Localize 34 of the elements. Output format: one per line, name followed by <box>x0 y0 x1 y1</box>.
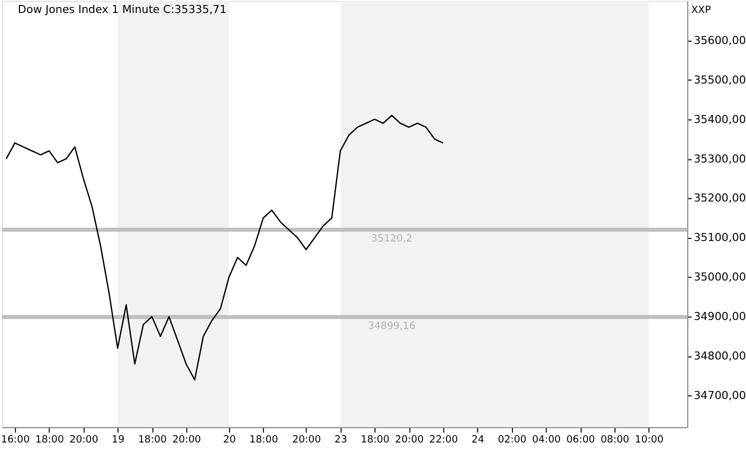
x-tick-label: 22:00 <box>429 434 458 446</box>
y-axis-title: XXP <box>691 4 711 16</box>
x-tick-label: 18:00 <box>360 434 390 446</box>
y-tick-label: 35000,00 <box>694 270 746 284</box>
line-series <box>6 114 444 380</box>
y-tick-label: 34900,00 <box>694 310 746 324</box>
x-tick-label: 19 <box>112 434 124 446</box>
y-tick-label: 35100,00 <box>694 231 746 244</box>
y-tick-label: 35500,00 <box>694 73 746 86</box>
x-tick-label: 08:00 <box>600 434 630 446</box>
x-tick-label: 18:00 <box>249 434 278 446</box>
x-tick-label: 20 <box>223 434 236 446</box>
ref-line-label: 35120,2 <box>371 234 412 245</box>
x-tick-label: 02:00 <box>498 434 526 446</box>
y-tick-label: 34800,00 <box>694 350 746 363</box>
y-tick-label: 35400,00 <box>694 112 746 126</box>
chart-title: Dow Jones Index 1 Minute C:35335,71 <box>18 2 227 16</box>
x-tick-label: 23 <box>334 434 348 446</box>
x-tick-label: 20:00 <box>292 434 321 446</box>
x-tick-label: 06:00 <box>566 434 595 446</box>
x-tick-label: 16:00 <box>1 434 30 446</box>
y-tick-label: 35200,00 <box>694 192 746 205</box>
ref-line-label: 34899,16 <box>368 320 416 332</box>
x-tick-label: 10:00 <box>634 434 664 446</box>
x-tick-label: 18:00 <box>138 434 167 446</box>
x-tick-label: 24 <box>472 434 484 446</box>
y-tick-label: 35300,00 <box>694 152 746 166</box>
x-tick-label: 20:00 <box>70 434 98 446</box>
x-tick-label: 20:00 <box>395 434 424 446</box>
y-tick-label: 34700,00 <box>694 389 746 402</box>
x-tick-label: 20:00 <box>172 434 201 446</box>
x-tick-label: 18:00 <box>35 434 64 446</box>
x-tick-label: 04:00 <box>532 434 561 446</box>
y-tick-label: 35600,00 <box>694 34 746 47</box>
